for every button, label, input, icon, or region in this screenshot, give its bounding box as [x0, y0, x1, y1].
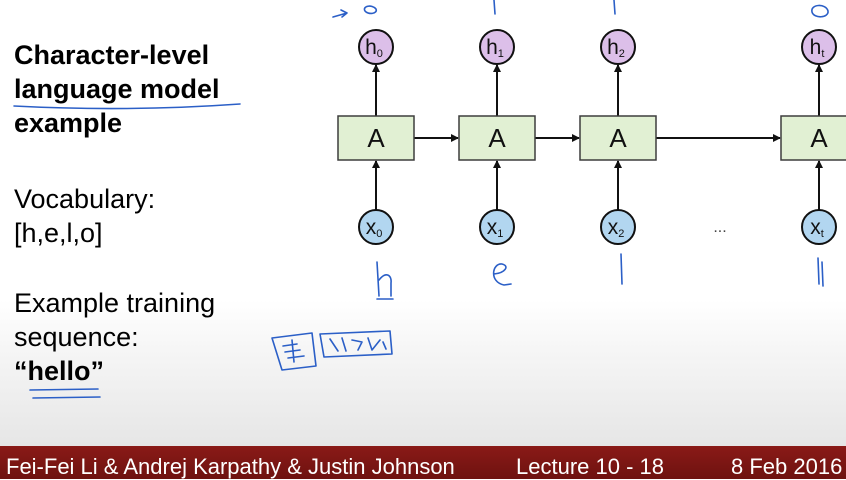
ink-circle-t — [811, 4, 829, 18]
output-node-2-label: h2 — [607, 36, 625, 60]
ink-note-scribble-2 — [329, 337, 387, 352]
footer-date: 8 Feb 2016 — [731, 454, 843, 479]
output-node-1-circle — [479, 29, 515, 65]
ink-letter-l1 — [620, 253, 623, 285]
output-node-3-circle — [801, 29, 837, 65]
output-node-3-label: ht — [810, 36, 825, 60]
footer-bar: Fei-Fei Li & Andrej Karpathy & Justin Jo… — [0, 446, 846, 479]
ink-mark-2 — [613, 0, 616, 15]
example-block: Example training sequence: “hello” — [14, 286, 215, 388]
ink-letter-l2 — [817, 257, 824, 287]
vocabulary-value: [h,e,l,o] — [14, 218, 103, 248]
output-node-1-label: h1 — [486, 36, 504, 60]
input-node-1-circle — [479, 209, 515, 245]
title-line-2: language model — [14, 74, 220, 104]
ink-note-box-1 — [271, 332, 317, 371]
ink-mark-1 — [493, 0, 496, 15]
vocabulary-block: Vocabulary: [h,e,l,o] — [14, 182, 155, 250]
ink-note-box-2 — [319, 330, 393, 358]
example-sequence: “hello” — [14, 356, 105, 386]
rnn-cell-label-2: A — [609, 123, 627, 153]
slide-title: Character-level language model example — [14, 38, 220, 140]
input-node-3-label: xt — [810, 216, 824, 240]
input-node-1-label: x1 — [487, 216, 504, 240]
input-node-0-circle — [358, 209, 394, 245]
title-line-1: Character-level — [14, 40, 210, 70]
rnn-cell-0 — [337, 115, 415, 161]
ink-underline-hello-2 — [32, 396, 101, 399]
ink-arrow-top — [332, 9, 348, 18]
ink-letter-e — [492, 263, 512, 286]
rnn-cell-3 — [780, 115, 846, 161]
ink-underline-title — [13, 103, 241, 110]
output-node-0-label: h0 — [365, 36, 383, 60]
input-node-2-circle — [600, 209, 636, 245]
ink-letter-h — [376, 261, 392, 297]
output-node-2-circle — [600, 29, 636, 65]
ink-note-scribble-1 — [282, 339, 305, 363]
rnn-cell-label-0: A — [367, 123, 385, 153]
output-node-0-circle — [358, 29, 394, 65]
title-line-3: example — [14, 108, 123, 138]
example-line-1: Example training — [14, 288, 216, 318]
input-node-2-label: x2 — [608, 216, 625, 240]
rnn-cell-label-1: A — [488, 123, 506, 153]
ink-underline-hello-1 — [29, 388, 99, 391]
vocabulary-label: Vocabulary: — [14, 184, 156, 214]
rnn-diagram: Ah0 x0 Ah1 x1 Ah2 x2 Aht xt ... — [13, 0, 846, 399]
input-node-0-label: x0 — [366, 216, 383, 240]
footer-lecture: Lecture 10 - 18 — [516, 454, 664, 479]
rnn-cell-2 — [579, 115, 657, 161]
example-line-2: sequence: — [14, 322, 139, 352]
rnn-cell-1 — [458, 115, 536, 161]
input-node-3-circle — [801, 209, 837, 245]
sequence-ellipsis: ... — [713, 219, 726, 236]
rnn-cell-label-3: A — [810, 123, 828, 153]
footer-authors: Fei-Fei Li & Andrej Karpathy & Justin Jo… — [6, 454, 455, 479]
ink-circle-top — [363, 5, 378, 15]
